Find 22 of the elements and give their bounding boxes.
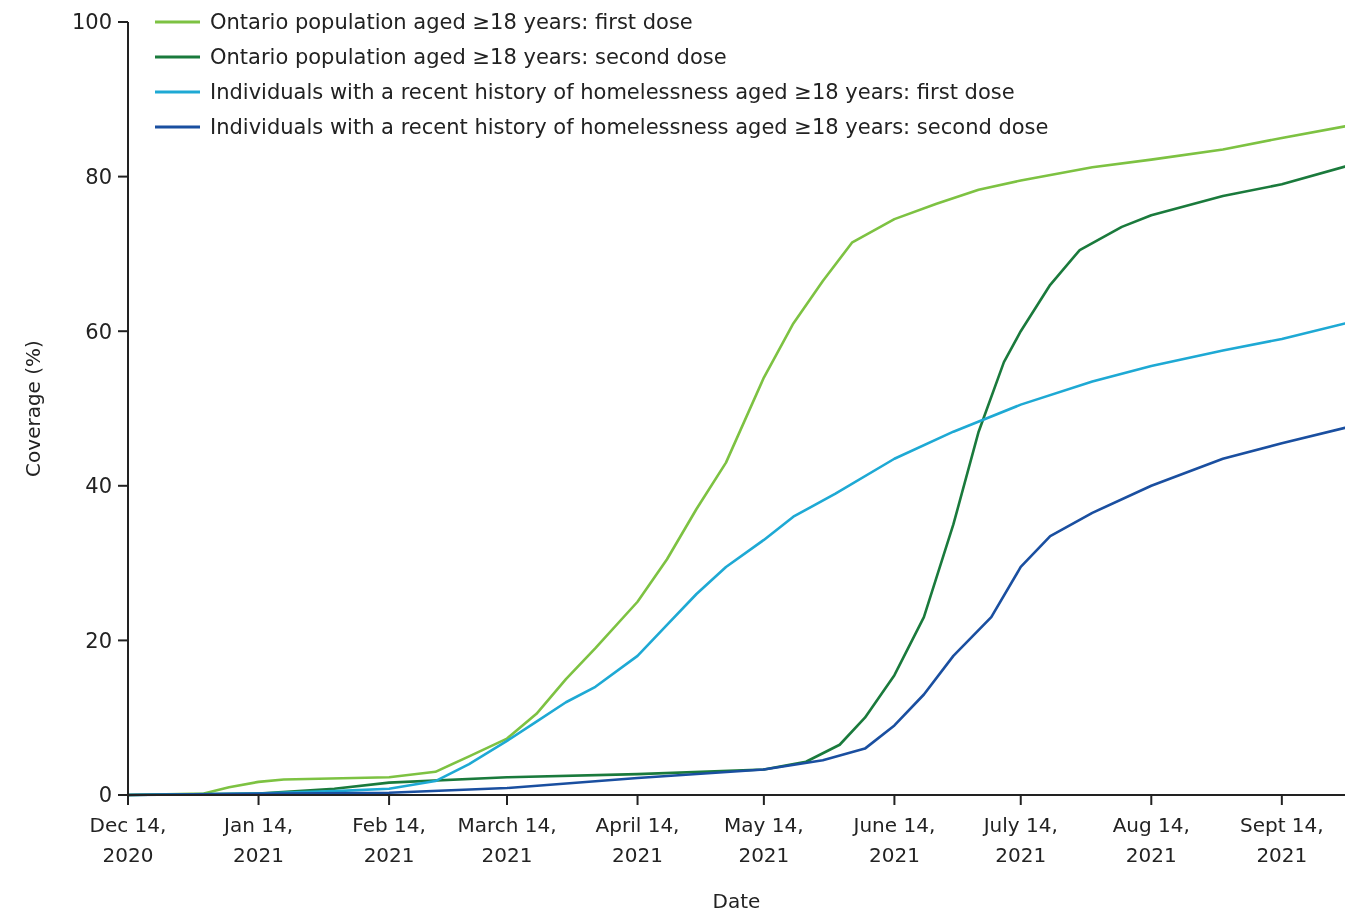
y-tick-label: 80 bbox=[85, 164, 112, 189]
x-tick-label: March 14, 2021 bbox=[457, 813, 557, 867]
x-tick-label: Jan 14, 2021 bbox=[222, 813, 294, 867]
x-tick-label: Sept 14, 2021 bbox=[1239, 813, 1324, 867]
legend-label: Individuals with a recent history of homelessness aged ≥18 years: first dose bbox=[210, 80, 1015, 105]
x-tick-label: May 14, 2021 bbox=[724, 813, 804, 867]
y-tick-label: 20 bbox=[85, 628, 112, 653]
x-tick-label: April 14, 2021 bbox=[595, 813, 680, 867]
y-tick-label: 60 bbox=[85, 319, 112, 344]
y-tick-label: 0 bbox=[98, 783, 112, 808]
legend-label: Individuals with a recent history of homelessness aged ≥18 years: second dose bbox=[210, 115, 1049, 140]
x-tick-label: July 14, 2021 bbox=[981, 813, 1058, 867]
legend-label: Ontario population aged ≥18 years: second dose bbox=[210, 45, 727, 70]
x-tick-label: Aug 14, 2021 bbox=[1112, 813, 1190, 867]
legend-label: Ontario population aged ≥18 years: first dose bbox=[210, 10, 693, 35]
x-tick-label: Feb 14, 2021 bbox=[352, 813, 426, 867]
x-tick-label: June 14, 2021 bbox=[851, 813, 936, 867]
y-tick-label: 40 bbox=[85, 474, 112, 499]
y-axis-title: Coverage (%) bbox=[21, 340, 45, 477]
x-tick-label: Dec 14, 2020 bbox=[89, 813, 167, 867]
x-axis-title: Date bbox=[712, 889, 761, 913]
y-tick-label: 100 bbox=[71, 10, 112, 35]
